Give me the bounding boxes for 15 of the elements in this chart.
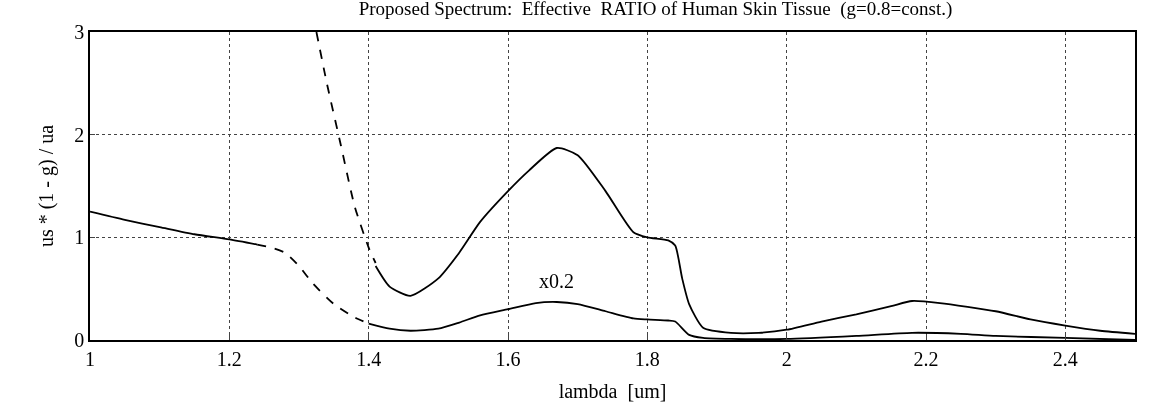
y-axis-title: us * (1 - g) / ua [35,124,59,248]
y-tick-label: 1 [74,226,85,249]
chart-title: Proposed Spectrum: Effective RATIO of Human Skin Tissue (g=0.8=const.) [358,0,953,21]
y-tick-label: 3 [74,21,85,43]
annotation: x0.2 [539,270,574,292]
x-tick-label: 1.2 [216,347,242,370]
x-tick-label: 2.2 [913,347,939,370]
y-tick-label: 2 [74,123,85,146]
x-tick-label: 2 [781,347,792,370]
x-tick-label: 1.4 [356,347,382,370]
x-tick-label: 1.6 [495,347,521,370]
x-tick-label: 1.8 [634,347,660,370]
x-axis-title: lambda [um] [558,379,667,402]
x-tick-label: 2.4 [1052,347,1078,370]
y-tick-label: 0 [74,329,85,351]
